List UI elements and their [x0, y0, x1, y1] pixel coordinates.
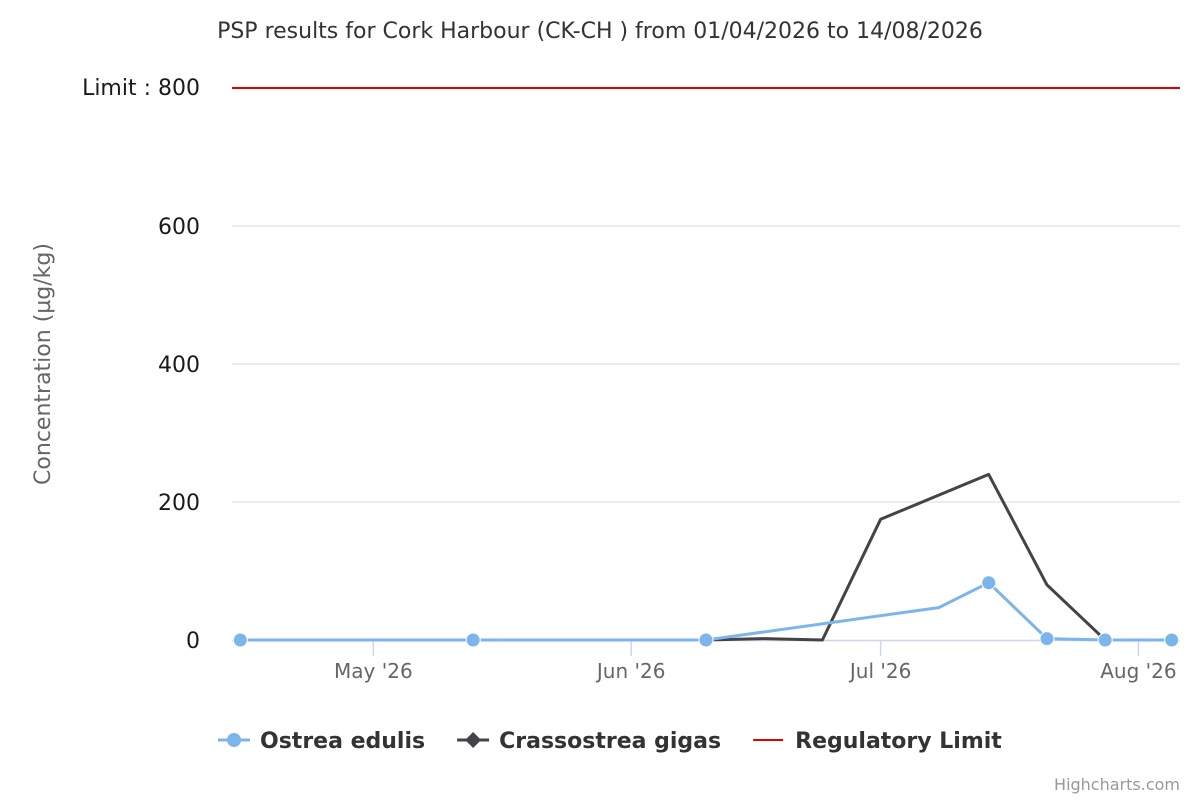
data-point-marker[interactable]: [698, 632, 714, 648]
data-point-marker[interactable]: [1164, 632, 1180, 648]
data-point-marker[interactable]: [465, 632, 481, 648]
series-1: [471, 472, 1174, 642]
x-tick-label: Aug '26: [1100, 659, 1176, 683]
data-point-marker[interactable]: [232, 632, 248, 648]
limit-label: Limit : 800: [82, 76, 200, 101]
x-tick-label: May '26: [334, 659, 413, 683]
y-tick-label-600: 600: [158, 215, 200, 240]
series-line[interactable]: [238, 581, 1174, 642]
legend-swatch-marker: [465, 732, 482, 748]
chart-title: PSP results for Cork Harbour (CK-CH ) fr…: [217, 19, 983, 44]
legend[interactable]: Ostrea edulis Crassostrea gigas Regulatory…: [218, 729, 1002, 754]
legend-item-2[interactable]: Regulatory Limit: [753, 729, 1002, 754]
y-tick-label-0: 0: [186, 629, 200, 654]
y-axis-label: Concentration (µg/kg): [31, 243, 56, 485]
legend-label[interactable]: Regulatory Limit: [795, 729, 1002, 754]
x-tick-label: Jul '26: [848, 659, 911, 683]
regulatory-limit: Limit : 800: [82, 76, 1180, 101]
credits-text[interactable]: Highcharts.com: [1054, 775, 1180, 794]
data-point-marker[interactable]: [981, 575, 997, 591]
y-tick-label-200: 200: [158, 491, 200, 516]
series-line[interactable]: [471, 472, 1174, 642]
data-point-marker[interactable]: [1039, 631, 1055, 647]
legend-label[interactable]: Crassostrea gigas: [499, 729, 721, 754]
legend-item-1[interactable]: Crassostrea gigas: [457, 729, 721, 754]
data-point-marker[interactable]: [1097, 632, 1113, 648]
y-tick-label-400: 400: [158, 353, 200, 378]
x-tick-label: Jun '26: [595, 659, 666, 683]
grid-lines: 0 200 400 600: [158, 215, 1180, 654]
legend-label[interactable]: Ostrea edulis: [260, 729, 425, 754]
series-layer: [232, 472, 1180, 648]
legend-item-0[interactable]: Ostrea edulis: [218, 729, 425, 754]
series-0: [232, 575, 1180, 648]
legend-swatch-marker: [227, 733, 241, 747]
x-axis: May '26 Jun '26 Jul '26 Aug '26: [232, 639, 1180, 683]
